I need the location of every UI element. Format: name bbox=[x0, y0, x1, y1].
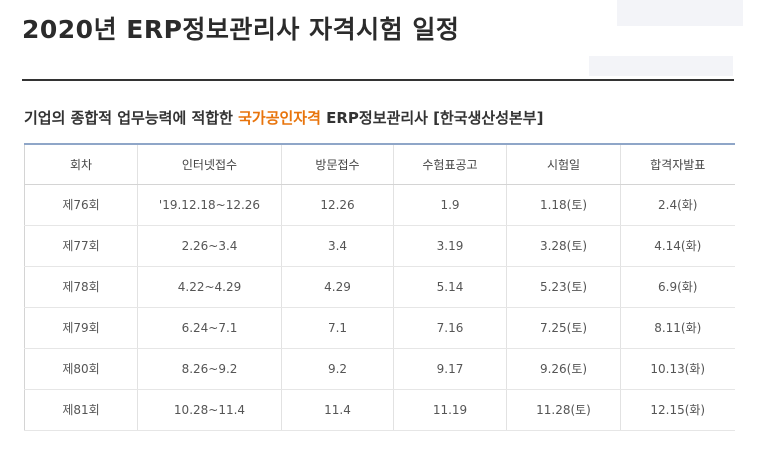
cell-admission-ticket: 1.9 bbox=[393, 184, 507, 226]
cell-exam-date: 3.28(토) bbox=[506, 225, 621, 267]
page-title: 2020년 ERP정보관리사 자격시험 일정 bbox=[22, 15, 460, 44]
intro-highlight: 국가공인자격 bbox=[238, 109, 321, 127]
decorative-panel bbox=[589, 56, 733, 76]
table-row: 제76회 '19.12.18~12.26 12.26 1.9 1.18(토) 2… bbox=[24, 184, 735, 226]
cell-visit-registration: 12.26 bbox=[281, 184, 394, 226]
cell-online-registration: 8.26~9.2 bbox=[137, 348, 282, 390]
table-row: 제81회 10.28~11.4 11.4 11.19 11.28(토) 12.1… bbox=[24, 389, 735, 431]
cell-results: 2.4(화) bbox=[620, 184, 735, 226]
column-header-online-registration: 인터넷접수 bbox=[137, 143, 282, 185]
cell-exam-date: 7.25(토) bbox=[506, 307, 621, 349]
intro-text-after: ERP정보관리사 [한국생산성본부] bbox=[320, 109, 544, 127]
cell-round: 제79회 bbox=[24, 307, 138, 349]
cell-round: 제81회 bbox=[24, 389, 138, 431]
cell-round: 제80회 bbox=[24, 348, 138, 390]
cell-round: 제77회 bbox=[24, 225, 138, 267]
cell-round: 제78회 bbox=[24, 266, 138, 308]
column-header-visit-registration: 방문접수 bbox=[281, 143, 394, 185]
column-header-admission-ticket: 수험표공고 bbox=[393, 143, 507, 185]
cell-results: 12.15(화) bbox=[620, 389, 735, 431]
column-header-exam-date: 시험일 bbox=[506, 143, 621, 185]
cell-admission-ticket: 3.19 bbox=[393, 225, 507, 267]
cell-visit-registration: 9.2 bbox=[281, 348, 394, 390]
table-row: 제77회 2.26~3.4 3.4 3.19 3.28(토) 4.14(화) bbox=[24, 225, 735, 267]
cell-visit-registration: 3.4 bbox=[281, 225, 394, 267]
cell-admission-ticket: 11.19 bbox=[393, 389, 507, 431]
cell-visit-registration: 4.29 bbox=[281, 266, 394, 308]
cell-online-registration: 4.22~4.29 bbox=[137, 266, 282, 308]
cell-admission-ticket: 5.14 bbox=[393, 266, 507, 308]
table-row: 제79회 6.24~7.1 7.1 7.16 7.25(토) 8.11(화) bbox=[24, 307, 735, 349]
cell-visit-registration: 7.1 bbox=[281, 307, 394, 349]
cell-results: 4.14(화) bbox=[620, 225, 735, 267]
cell-results: 8.11(화) bbox=[620, 307, 735, 349]
cell-admission-ticket: 9.17 bbox=[393, 348, 507, 390]
table-header-row: 회차 인터넷접수 방문접수 수험표공고 시험일 합격자발표 bbox=[24, 143, 735, 185]
cell-results: 6.9(화) bbox=[620, 266, 735, 308]
cell-results: 10.13(화) bbox=[620, 348, 735, 390]
table-row: 제78회 4.22~4.29 4.29 5.14 5.23(토) 6.9(화) bbox=[24, 266, 735, 308]
column-header-round: 회차 bbox=[24, 143, 138, 185]
cell-exam-date: 1.18(토) bbox=[506, 184, 621, 226]
cell-online-registration: 10.28~11.4 bbox=[137, 389, 282, 431]
exam-schedule-table: 회차 인터넷접수 방문접수 수험표공고 시험일 합격자발표 제76회 '19.1… bbox=[24, 143, 735, 431]
column-header-results: 합격자발표 bbox=[620, 143, 735, 185]
intro-text: 기업의 종합적 업무능력에 적합한 국가공인자격 ERP정보관리사 [한국생산성… bbox=[24, 107, 543, 128]
table-row: 제80회 8.26~9.2 9.2 9.17 9.26(토) 10.13(화) bbox=[24, 348, 735, 390]
intro-text-before: 기업의 종합적 업무능력에 적합한 bbox=[24, 109, 239, 127]
cell-exam-date: 11.28(토) bbox=[506, 389, 621, 431]
decorative-panel bbox=[617, 0, 743, 26]
cell-online-registration: '19.12.18~12.26 bbox=[137, 184, 282, 226]
cell-visit-registration: 11.4 bbox=[281, 389, 394, 431]
cell-exam-date: 9.26(토) bbox=[506, 348, 621, 390]
cell-round: 제76회 bbox=[24, 184, 138, 226]
cell-admission-ticket: 7.16 bbox=[393, 307, 507, 349]
cell-online-registration: 6.24~7.1 bbox=[137, 307, 282, 349]
title-divider bbox=[22, 79, 734, 81]
cell-online-registration: 2.26~3.4 bbox=[137, 225, 282, 267]
cell-exam-date: 5.23(토) bbox=[506, 266, 621, 308]
